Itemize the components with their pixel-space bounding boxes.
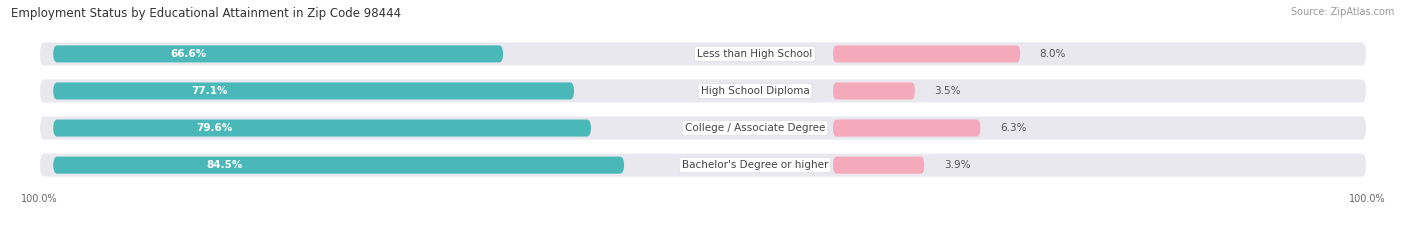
- FancyBboxPatch shape: [39, 154, 1367, 177]
- Text: Employment Status by Educational Attainment in Zip Code 98444: Employment Status by Educational Attainm…: [11, 7, 401, 20]
- Text: 6.3%: 6.3%: [1000, 123, 1026, 133]
- FancyBboxPatch shape: [53, 45, 503, 62]
- FancyBboxPatch shape: [832, 157, 924, 174]
- FancyBboxPatch shape: [39, 79, 1367, 103]
- FancyBboxPatch shape: [39, 42, 1367, 65]
- Text: Bachelor's Degree or higher: Bachelor's Degree or higher: [682, 160, 828, 170]
- Text: 77.1%: 77.1%: [191, 86, 228, 96]
- Text: Source: ZipAtlas.com: Source: ZipAtlas.com: [1291, 7, 1395, 17]
- Text: 66.6%: 66.6%: [170, 49, 207, 59]
- Text: 100.0%: 100.0%: [1348, 194, 1385, 204]
- FancyBboxPatch shape: [53, 157, 624, 174]
- Text: High School Diploma: High School Diploma: [700, 86, 810, 96]
- FancyBboxPatch shape: [53, 120, 591, 137]
- Text: College / Associate Degree: College / Associate Degree: [685, 123, 825, 133]
- Text: 3.5%: 3.5%: [935, 86, 960, 96]
- FancyBboxPatch shape: [832, 45, 1021, 62]
- Text: 3.9%: 3.9%: [943, 160, 970, 170]
- Text: 100.0%: 100.0%: [21, 194, 58, 204]
- Text: 8.0%: 8.0%: [1039, 49, 1066, 59]
- Text: 84.5%: 84.5%: [207, 160, 243, 170]
- FancyBboxPatch shape: [39, 116, 1367, 140]
- Text: Less than High School: Less than High School: [697, 49, 813, 59]
- FancyBboxPatch shape: [832, 120, 980, 137]
- FancyBboxPatch shape: [832, 82, 915, 99]
- FancyBboxPatch shape: [53, 82, 574, 99]
- Text: 79.6%: 79.6%: [197, 123, 232, 133]
